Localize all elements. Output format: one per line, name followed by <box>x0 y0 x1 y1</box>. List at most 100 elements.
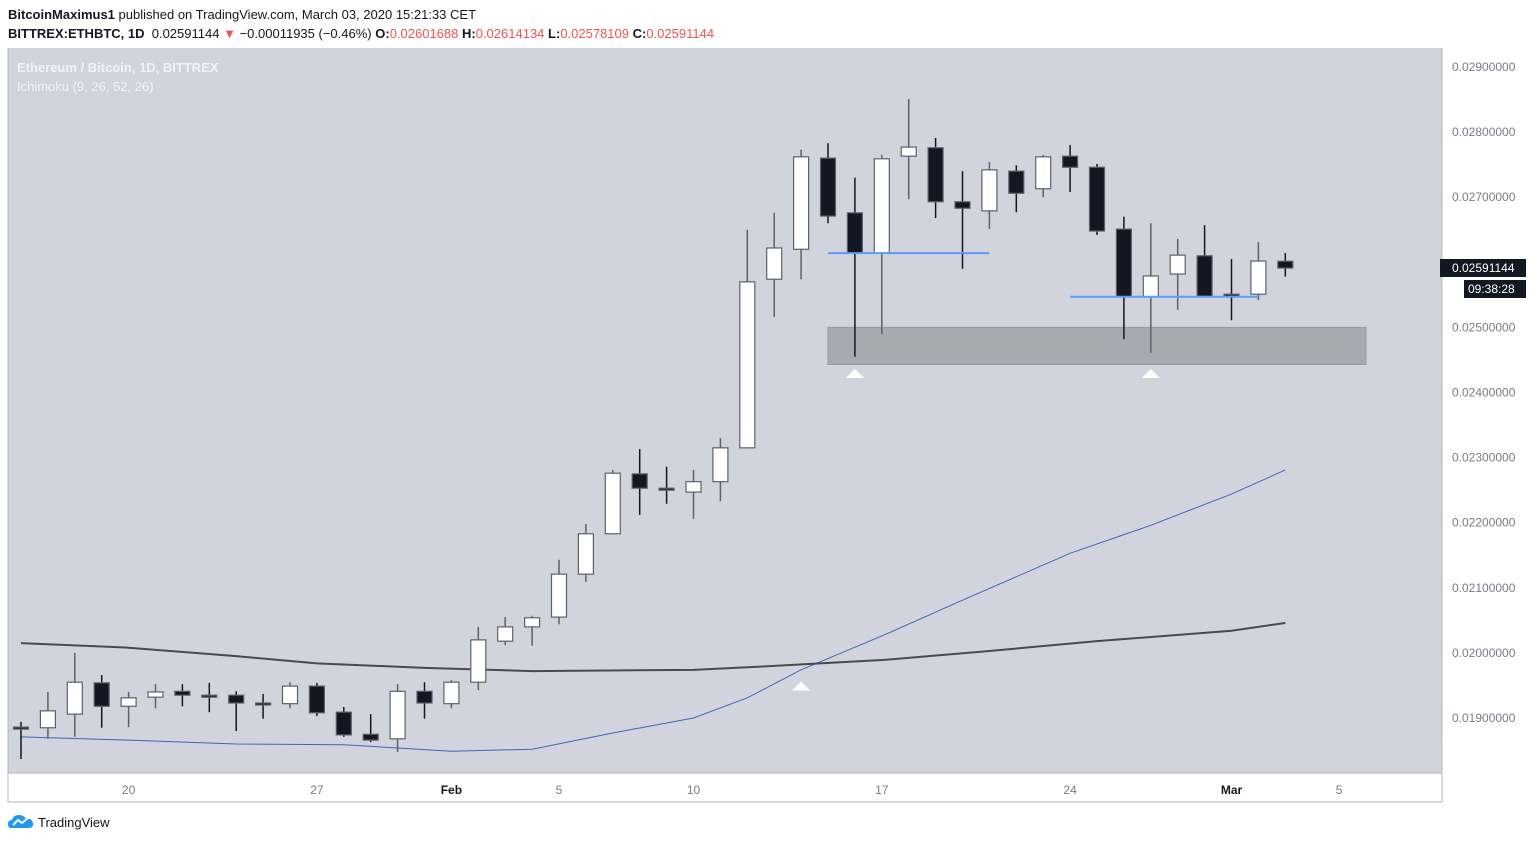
candle[interactable] <box>1088 163 1106 235</box>
time-tick-label: 10 <box>687 783 701 797</box>
high-value: 0.02614134 <box>475 26 545 41</box>
candle-body <box>712 447 729 483</box>
candle[interactable] <box>1169 238 1186 310</box>
triangle-up-icon <box>792 681 811 691</box>
candle[interactable] <box>1008 165 1025 213</box>
candle[interactable] <box>685 469 702 519</box>
candle[interactable] <box>631 449 648 515</box>
price-tick-label: 0.02100000 <box>1452 581 1516 595</box>
candle[interactable] <box>228 691 245 732</box>
candle[interactable] <box>255 693 272 719</box>
time-tick-label: 27 <box>310 783 324 797</box>
candle[interactable] <box>443 680 460 709</box>
candle[interactable] <box>927 137 944 219</box>
candle[interactable] <box>604 469 621 535</box>
candle[interactable] <box>1277 253 1294 277</box>
candle-body <box>255 702 272 706</box>
candle-body <box>604 472 621 535</box>
candle[interactable] <box>308 682 325 717</box>
candle-body <box>1250 260 1267 295</box>
candle[interactable] <box>174 684 191 707</box>
open-value: 0.02601688 <box>389 26 459 41</box>
candle[interactable] <box>93 675 110 728</box>
candle-body <box>389 690 406 740</box>
ichimoku-line-blue <box>20 469 1286 752</box>
price-tick-label: 0.02200000 <box>1452 516 1516 530</box>
price-tick-label: 0.02500000 <box>1452 320 1516 334</box>
candle[interactable] <box>1061 145 1079 192</box>
candle[interactable] <box>120 691 137 728</box>
candle-body <box>1088 166 1106 232</box>
footer-brand[interactable]: TradingView <box>8 814 110 830</box>
candle-body <box>1115 228 1133 298</box>
candle[interactable] <box>470 626 487 691</box>
candle-body <box>846 212 864 254</box>
candle-body <box>1169 254 1186 275</box>
candle[interactable] <box>792 149 810 280</box>
candle[interactable] <box>147 684 164 709</box>
candle-body <box>281 685 299 705</box>
legend-indicator[interactable]: Ichimoku (9, 26, 52, 26) <box>17 79 154 94</box>
triangle-up-icon <box>1141 368 1160 378</box>
candle-body <box>335 711 352 736</box>
high-label: H: <box>462 26 476 41</box>
candle[interactable] <box>1196 225 1213 297</box>
candle[interactable] <box>819 143 837 224</box>
legend-title: Ethereum / Bitcoin, 1D, BITTREX <box>17 60 219 75</box>
price-change: −0.00011935 (−0.46%) <box>239 26 372 41</box>
candle[interactable] <box>577 524 595 582</box>
candle[interactable] <box>1035 154 1052 198</box>
symbol: BITTREX:ETHBTC, 1D <box>8 26 145 41</box>
candle[interactable] <box>201 682 218 713</box>
candle-body <box>1142 275 1159 298</box>
price-axis[interactable] <box>1442 48 1537 802</box>
support-zone <box>827 326 1367 366</box>
candle-body <box>470 639 487 683</box>
candle[interactable] <box>362 714 379 743</box>
candle[interactable] <box>66 652 83 737</box>
time-tick-label: 24 <box>1063 783 1077 797</box>
candle-body <box>66 681 83 715</box>
candle[interactable] <box>416 682 433 719</box>
time-tick-label: Feb <box>441 783 462 797</box>
price-tick-label: 0.02400000 <box>1452 386 1516 400</box>
candle[interactable] <box>497 617 514 646</box>
last-price-value: 0.02591144 <box>1452 261 1515 275</box>
candle-body <box>819 157 837 217</box>
brand-name: TradingView <box>38 814 110 830</box>
author-link[interactable]: BitcoinMaximus1 <box>8 7 115 22</box>
candle[interactable] <box>981 162 998 230</box>
candle-body <box>792 156 810 250</box>
candle-body <box>685 481 702 493</box>
candle[interactable] <box>39 691 57 739</box>
candle-body <box>12 726 30 730</box>
candle[interactable] <box>523 615 541 646</box>
published-text: published on TradingView.com, March 03, … <box>118 7 477 22</box>
time-tick-label: 5 <box>1336 783 1343 797</box>
candle[interactable] <box>712 438 729 502</box>
candle-body <box>927 147 944 203</box>
candle-body <box>766 247 783 280</box>
candle[interactable] <box>12 721 30 760</box>
candle[interactable] <box>658 466 675 504</box>
candle[interactable] <box>550 559 568 625</box>
candle-body <box>308 685 325 714</box>
candle[interactable] <box>281 682 299 709</box>
candle[interactable] <box>766 212 783 317</box>
low-value: 0.02578109 <box>560 26 629 41</box>
candle[interactable] <box>900 98 917 200</box>
candle[interactable] <box>1250 242 1267 301</box>
candle-body <box>1035 156 1052 190</box>
candle[interactable] <box>389 684 406 752</box>
last-price-label: 0.02591144 09:38:28 <box>1440 259 1526 298</box>
chart-pane[interactable] <box>8 48 1442 773</box>
price-tick-label: 0.02800000 <box>1452 125 1516 139</box>
candle[interactable] <box>335 706 352 737</box>
ichimoku-line-dark <box>20 621 1286 673</box>
open-label: O: <box>375 26 390 41</box>
candle-body <box>550 573 568 618</box>
candle[interactable] <box>846 177 864 357</box>
candle-body <box>120 697 137 707</box>
candle[interactable] <box>739 229 756 449</box>
